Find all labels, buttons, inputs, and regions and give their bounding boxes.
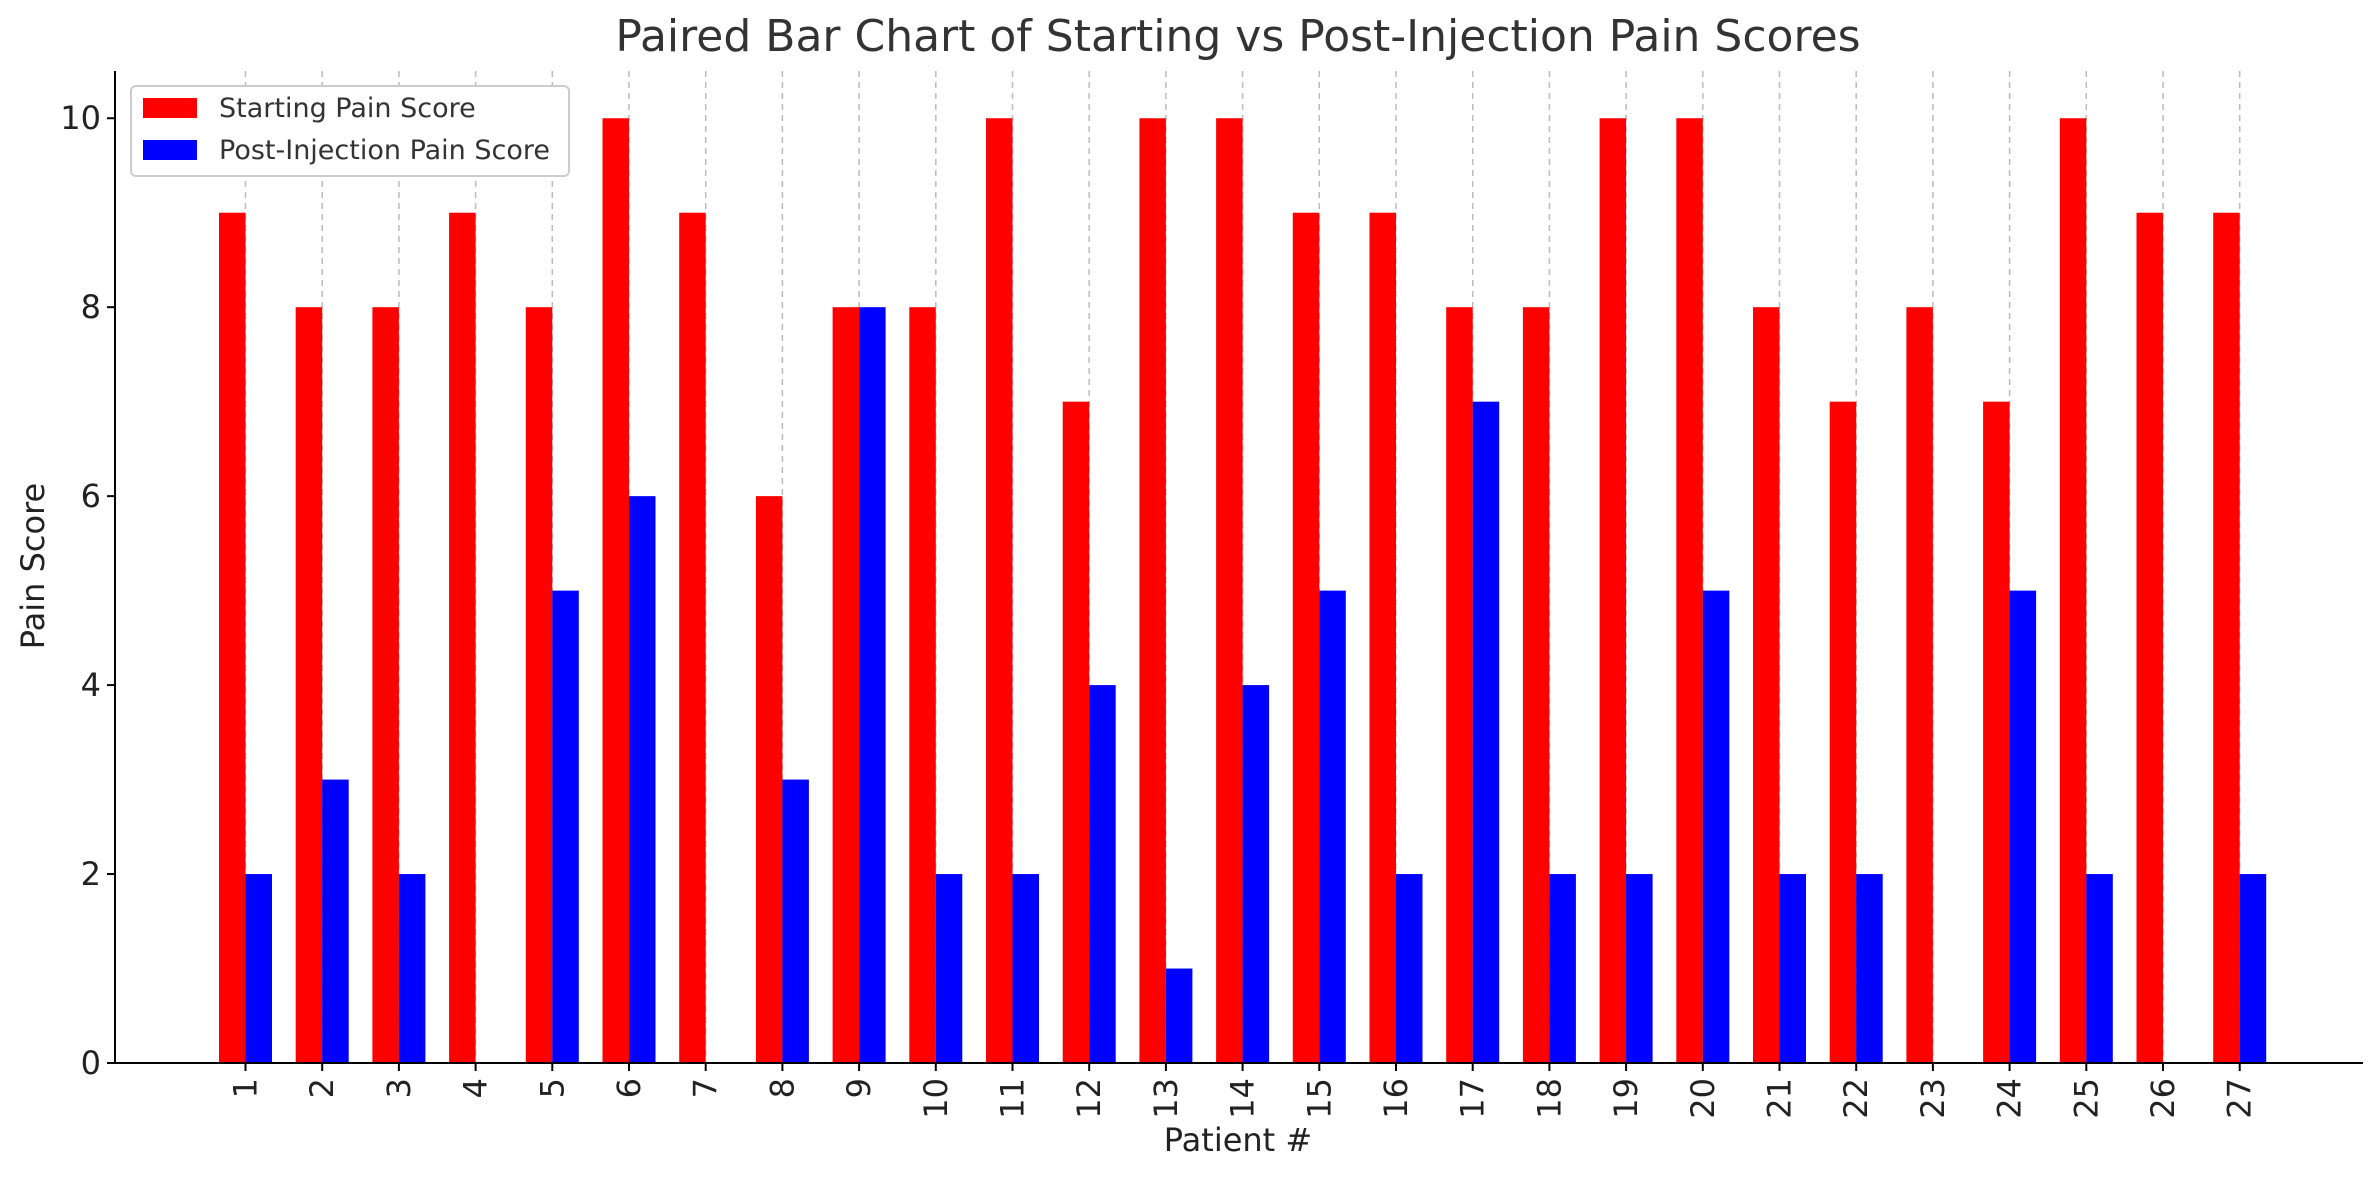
bar-starting-pain-10 [909,307,936,1063]
x-tick-label-7: 7 [687,1078,725,1098]
x-tick-label-14: 14 [1224,1078,1262,1119]
bar-post-injection-pain-8 [782,779,809,1063]
legend-label-starting: Starting Pain Score [219,93,476,124]
bar-starting-pain-19 [1599,118,1627,1063]
legend-box [130,85,570,177]
bar-starting-pain-24 [1983,401,2010,1064]
bar-starting-pain-18 [1522,307,1550,1063]
bar-post-injection-pain-21 [1779,874,1806,1063]
y-tick-label-4: 4 [81,666,101,704]
bar-starting-pain-27 [2213,212,2240,1063]
bar-starting-pain-23 [1906,307,1933,1063]
axes [107,71,2363,1071]
bar-starting-pain-17 [1446,307,1473,1063]
bar-post-injection-pain-19 [1626,874,1653,1063]
legend-swatch-post-injection [143,140,197,160]
bar-post-injection-pain-11 [1012,874,1039,1063]
x-tick-label-3: 3 [380,1078,418,1098]
chart-title: Paired Bar Chart of Starting vs Post-Inj… [615,11,1860,62]
y-tick-label-6: 6 [81,477,101,515]
bar-starting-pain-15 [1292,212,1320,1063]
x-tick-label-16: 16 [1377,1078,1415,1119]
bar-post-injection-pain-2 [322,779,349,1063]
bar-post-injection-pain-22 [1856,874,1883,1063]
x-tick-label-1: 1 [227,1078,265,1098]
bar-starting-pain-20 [1676,118,1703,1063]
x-tick-label-9: 9 [840,1078,878,1098]
bar-post-injection-pain-20 [1702,590,1730,1063]
bar-post-injection-pain-5 [552,590,579,1063]
x-tick-label-21: 21 [1761,1078,1799,1119]
tick-labels: 1 2 3 4 5 6 7 8 9 10 11 12 13 14 15 16 17 18 19 20 21 22 23 24 2… [60,99,2258,1118]
bar-post-injection-pain-25 [2086,874,2113,1063]
bar-starting-pain-6 [602,118,629,1063]
bar-starting-pain-2 [295,307,323,1063]
x-tick-label-15: 15 [1300,1078,1338,1119]
bar-starting-pain-4 [449,212,476,1063]
bar-post-injection-pain-17 [1472,401,1500,1064]
x-tick-label-13: 13 [1147,1078,1185,1119]
bar-post-injection-pain-3 [398,874,426,1063]
bar-starting-pain-21 [1753,307,1780,1063]
bar-starting-pain-11 [986,118,1013,1063]
bar-post-injection-pain-24 [2009,590,2037,1063]
legend-swatch-starting [143,98,197,118]
x-tick-label-4: 4 [457,1078,495,1098]
x-tick-label-18: 18 [1530,1078,1568,1119]
x-tick-label-17: 17 [1454,1078,1492,1119]
y-tick-label-2: 2 [81,855,101,893]
bar-starting-pain-22 [1829,401,1857,1064]
legend-label-post-injection: Post-Injection Pain Score [219,135,550,166]
x-tick-label-2: 2 [303,1078,341,1098]
y-tick-label-8: 8 [81,288,101,326]
bar-post-injection-pain-13 [1165,968,1193,1063]
bar-starting-pain-9 [832,307,860,1063]
bar-post-injection-pain-12 [1089,685,1116,1063]
x-axis-label: Patient # [1164,1121,1312,1159]
x-tick-label-20: 20 [1684,1078,1722,1119]
x-tick-label-5: 5 [533,1078,571,1098]
bar-starting-pain-7 [679,212,706,1063]
bar-starting-pain-14 [1216,118,1243,1063]
bar-starting-pain-16 [1369,212,1396,1063]
bar-post-injection-pain-15 [1319,590,1346,1063]
x-tick-label-27: 27 [2221,1078,2259,1119]
bar-starting-pain-8 [755,496,783,1064]
bars [219,118,2267,1064]
bar-post-injection-pain-9 [859,307,886,1063]
bar-starting-pain-3 [372,307,399,1063]
y-tick-label-10: 10 [60,99,101,137]
x-tick-label-12: 12 [1070,1078,1108,1119]
bar-post-injection-pain-14 [1242,685,1270,1063]
bar-post-injection-pain-16 [1396,874,1423,1063]
bar-post-injection-pain-27 [2239,874,2267,1063]
legend: Starting Pain Score Post-Injection Pain … [130,85,570,177]
x-tick-label-6: 6 [610,1078,648,1098]
x-tick-label-8: 8 [763,1078,801,1098]
x-tick-label-10: 10 [917,1078,955,1119]
bar-starting-pain-1 [219,212,246,1063]
bar-starting-pain-13 [1139,118,1166,1063]
x-tick-label-11: 11 [994,1078,1032,1119]
x-tick-label-26: 26 [2144,1078,2182,1119]
x-tick-label-24: 24 [1991,1078,2029,1119]
y-axis-label: Pain Score [14,483,52,649]
bar-starting-pain-26 [2136,212,2163,1063]
bar-starting-pain-5 [525,307,553,1063]
bar-post-injection-pain-6 [629,496,656,1064]
bar-post-injection-pain-1 [245,874,272,1063]
y-tick-label-0: 0 [81,1044,101,1082]
bar-post-injection-pain-10 [935,874,963,1063]
x-tick-label-23: 23 [1914,1078,1952,1119]
x-tick-label-22: 22 [1837,1078,1875,1119]
bar-post-injection-pain-18 [1549,874,1576,1063]
bar-starting-pain-25 [2059,118,2087,1063]
bar-starting-pain-12 [1062,401,1090,1064]
x-tick-label-19: 19 [1607,1078,1645,1119]
x-tick-label-25: 25 [2067,1078,2105,1119]
